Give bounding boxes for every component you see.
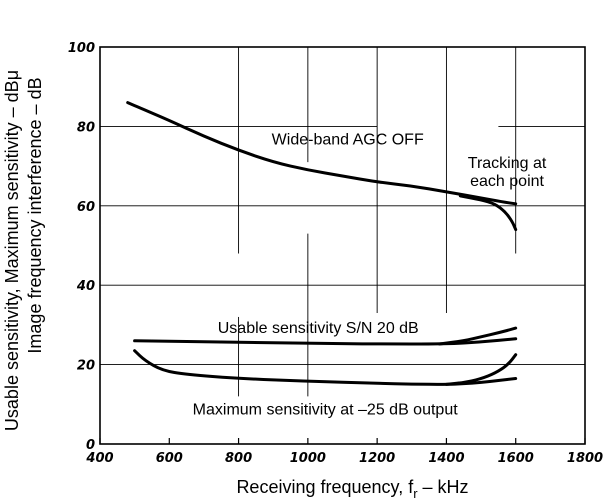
- usable-sensitivity-tracking-curve: [438, 326, 518, 346]
- grid-lines: [99, 47, 586, 444]
- x-tick-label: 800: [225, 451, 252, 466]
- x-tick-label: 1800: [567, 451, 603, 466]
- y-axis-label-line-2: Image frequency interference – dB: [25, 77, 45, 353]
- x-tick-label: 1200: [359, 451, 395, 466]
- y-tick-label: 40: [76, 279, 95, 294]
- maximum-sensitivity-tracking-curve: [444, 353, 518, 386]
- x-tick-label: 400: [85, 451, 113, 466]
- x-tick-label: 1400: [428, 451, 464, 466]
- y-tick-label: 0: [86, 438, 95, 453]
- y-tick-label: 20: [77, 359, 95, 374]
- y-tick-label: 80: [77, 120, 95, 135]
- tracking-curve: [458, 194, 518, 232]
- y-tick-label: 60: [77, 200, 95, 215]
- data-curves: [126, 101, 518, 386]
- wide-band-agc-off-curve: [126, 101, 518, 206]
- x-tick-label: 1000: [290, 451, 326, 466]
- x-tick-label: 1600: [498, 451, 534, 466]
- chart-annotation: Wide-band AGC OFF: [272, 131, 424, 148]
- chart-annotation: Usable sensitivity S/N 20 dB: [218, 320, 419, 337]
- y-axis-label-line-1: Usable sensitivity, Maximum sensitivity …: [2, 70, 22, 431]
- x-axis-tick-labels: 400 600 800 1000 1200 1400 1600 1800: [85, 451, 603, 466]
- usable-sensitivity-curve: [133, 337, 518, 346]
- x-tick-label: 600: [156, 451, 183, 466]
- maximum-sensitivity-curve: [133, 349, 518, 386]
- x-axis-label: Receiving frequency, fr – kHz: [236, 477, 468, 500]
- plot-area-frame: [99, 46, 586, 445]
- y-axis-tick-labels: 0 20 40 60 80 100: [68, 41, 95, 453]
- chart-annotation: Tracking at: [468, 155, 547, 172]
- chart-annotation: Maximum sensitivity at –25 dB output: [193, 401, 459, 418]
- y-tick-label: 100: [68, 41, 95, 56]
- chart-annotation: each point: [470, 173, 544, 190]
